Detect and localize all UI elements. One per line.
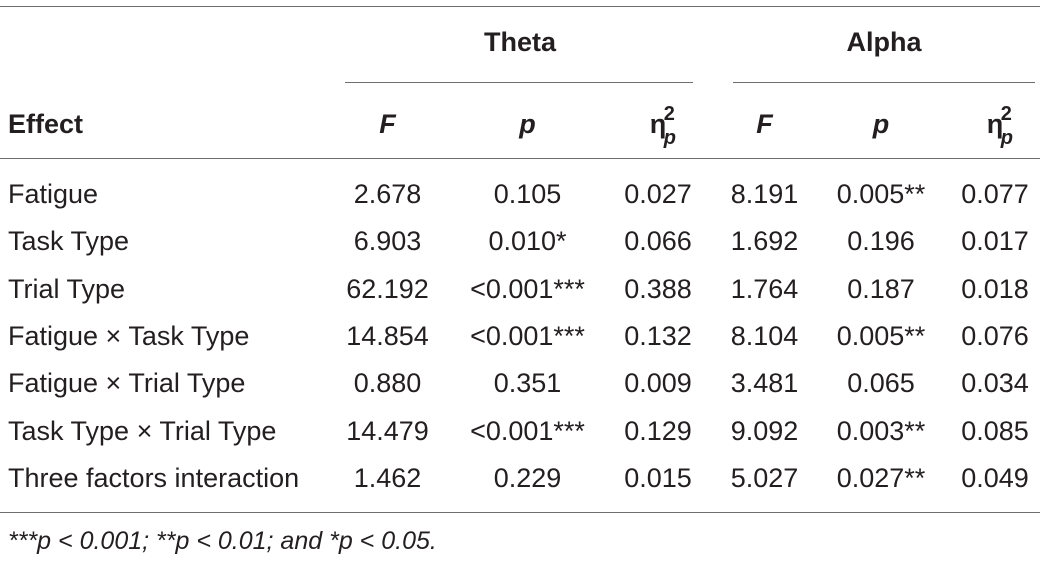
header-effect: Effect — [8, 109, 84, 139]
alpha-eta-cell: 0.085 — [961, 416, 1029, 446]
table-footnote: ***p < 0.001; **p < 0.01; and *p < 0.05. — [8, 527, 437, 555]
theta-f-cell: 1.462 — [353, 463, 422, 493]
theta-f-cell: 62.192 — [346, 274, 429, 304]
alpha-p-cell: 0.187 — [847, 274, 915, 304]
theta-eta-cell: 0.132 — [624, 321, 692, 351]
effect-cell: Fatigue × Task Type — [8, 321, 250, 351]
theta-eta-cell: 0.009 — [624, 368, 692, 398]
theta-p-cell: <0.001*** — [470, 274, 585, 304]
effect-cell: Fatigue — [8, 179, 99, 209]
theta-f-cell: 14.479 — [346, 416, 429, 446]
alpha-eta-cell: 0.018 — [961, 274, 1029, 304]
header-rule — [0, 158, 1040, 159]
theta-f-cell: 0.880 — [353, 368, 422, 398]
alpha-p-cell: 0.005** — [836, 321, 926, 351]
alpha-eta-cell: 0.049 — [961, 463, 1029, 493]
alpha-p-cell: 0.027** — [836, 463, 926, 493]
theta-p-cell: <0.001*** — [470, 321, 585, 351]
header-theta-p: p — [519, 109, 536, 139]
alpha-eta-cell: 0.017 — [961, 226, 1029, 256]
group-header-theta: Theta — [483, 27, 556, 57]
theta-eta-cell: 0.027 — [624, 179, 692, 209]
theta-eta-cell: 0.015 — [624, 463, 692, 493]
bottom-rule — [0, 512, 1040, 513]
effect-cell: Fatigue × Trial Type — [8, 368, 246, 398]
header-theta-f: F — [379, 109, 396, 139]
alpha-p-cell: 0.065 — [847, 368, 915, 398]
alpha-f-cell: 5.027 — [730, 463, 799, 493]
theta-p-cell: 0.010* — [488, 226, 567, 256]
effect-cell: Trial Type — [8, 274, 126, 304]
alpha-f-cell: 1.764 — [730, 274, 799, 304]
theta-p-cell: 0.351 — [493, 368, 562, 398]
effect-cell: Task Type × Trial Type — [8, 416, 277, 446]
alpha-eta-cell: 0.077 — [961, 179, 1029, 209]
alpha-f-cell: 9.092 — [730, 416, 799, 446]
header-alpha-f: F — [756, 109, 773, 139]
alpha-f-cell: 8.191 — [730, 179, 799, 209]
theta-group-rule — [345, 82, 693, 83]
alpha-group-rule — [733, 82, 1035, 83]
theta-p-cell: <0.001*** — [470, 416, 585, 446]
top-rule — [0, 6, 1040, 7]
effect-cell: Three factors interaction — [8, 463, 300, 493]
theta-p-cell: 0.229 — [493, 463, 562, 493]
alpha-f-cell: 1.692 — [730, 226, 799, 256]
alpha-p-cell: 0.005** — [836, 179, 926, 209]
theta-f-cell: 2.678 — [353, 179, 422, 209]
theta-eta-cell: 0.388 — [624, 274, 692, 304]
theta-f-cell: 6.903 — [353, 226, 422, 256]
alpha-p-cell: 0.196 — [847, 226, 915, 256]
alpha-p-cell: 0.003** — [836, 416, 926, 446]
alpha-f-cell: 3.481 — [730, 368, 799, 398]
theta-eta-cell: 0.066 — [624, 226, 692, 256]
alpha-eta-cell: 0.034 — [961, 368, 1029, 398]
group-header-alpha: Alpha — [846, 27, 922, 57]
theta-p-cell: 0.105 — [493, 179, 562, 209]
alpha-eta-cell: 0.076 — [961, 321, 1029, 351]
effect-cell: Task Type — [8, 226, 130, 256]
theta-f-cell: 14.854 — [346, 321, 429, 351]
header-alpha-p: p — [872, 109, 890, 139]
theta-eta-cell: 0.129 — [624, 416, 692, 446]
alpha-f-cell: 8.104 — [730, 321, 799, 351]
